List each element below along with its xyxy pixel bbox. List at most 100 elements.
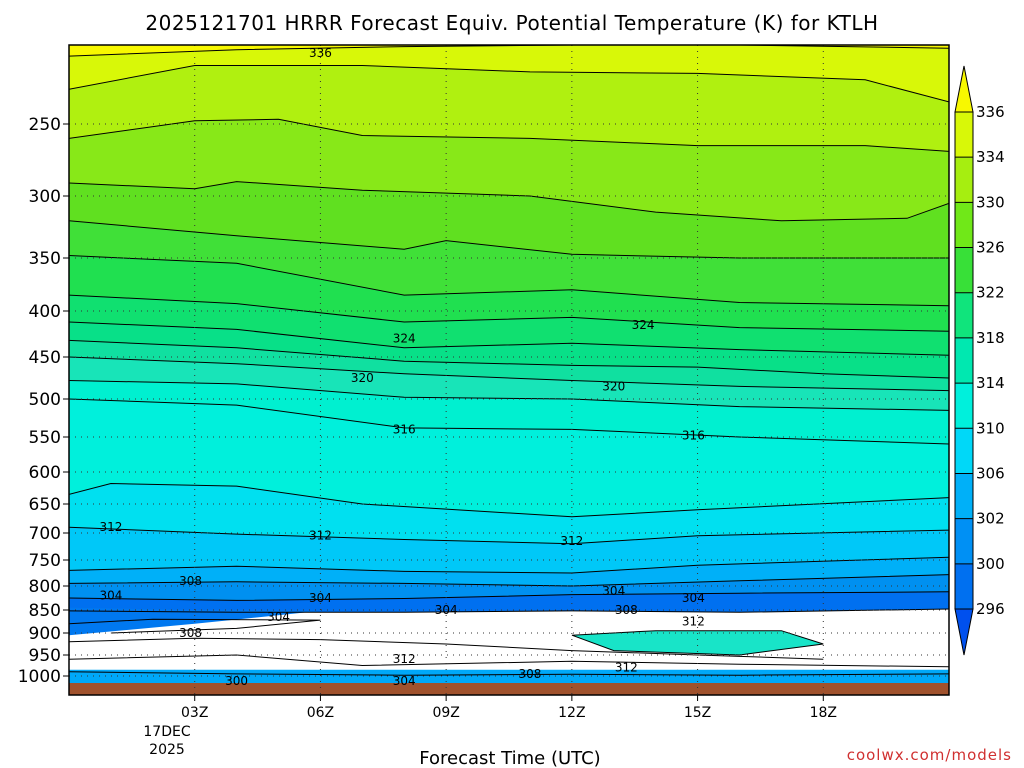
y-tick-label: 700 <box>29 524 61 544</box>
x-tick-label: 09Z <box>432 705 459 721</box>
y-tick-label: 300 <box>29 187 61 207</box>
contour-line <box>69 380 949 411</box>
ground <box>69 683 949 695</box>
contour-band-318 <box>69 340 949 391</box>
contour-label: 308 <box>179 574 202 588</box>
contour-line <box>69 398 949 445</box>
colorbar-swatch <box>955 428 973 474</box>
contour-band-312 <box>69 399 949 517</box>
contour-label: 312 <box>560 534 583 548</box>
contour-band-334 <box>69 45 949 102</box>
chart-title: 2025121701 HRRR Forecast Equiv. Potentia… <box>145 11 878 35</box>
colorbar-label: 314 <box>976 374 1005 392</box>
x-tick-label: 06Z <box>307 705 334 721</box>
contour-line <box>69 321 949 356</box>
colorbar-bottom-arrow <box>954 608 974 656</box>
colorbar-label: 318 <box>976 329 1005 347</box>
colorbar-label: 302 <box>976 510 1005 528</box>
contour-label: 300 <box>225 674 248 688</box>
contour-line <box>69 339 949 379</box>
colorbar-label: 330 <box>976 193 1005 211</box>
x-tick-label: 15Z <box>684 705 711 721</box>
y-tick-label: 650 <box>29 495 61 515</box>
x-axis-label: Forecast Time (UTC) <box>419 748 600 768</box>
contour-band-warm-pocket <box>571 630 824 655</box>
x-tick-label: 03Z <box>181 705 208 721</box>
contour-label: 316 <box>682 428 705 442</box>
contour-band-322 <box>69 295 949 356</box>
contour-label: 308 <box>179 626 202 640</box>
contour-label: 320 <box>602 379 625 393</box>
contour-label: 312 <box>309 529 332 543</box>
contour-label: 312 <box>99 520 122 534</box>
contour-band-302 <box>69 591 949 613</box>
contour-label: 312 <box>393 652 416 666</box>
contour-line <box>69 654 949 668</box>
contour-label: 336 <box>309 46 332 60</box>
colorbar-swatch <box>955 473 973 520</box>
colorbar-swatch <box>955 383 973 429</box>
contour-label: 324 <box>393 332 416 346</box>
contour-line <box>69 65 949 103</box>
contour-label: 304 <box>682 591 705 605</box>
contour-label: 312 <box>615 661 638 675</box>
contour-label: 304 <box>309 591 332 605</box>
colorbar-swatch <box>955 112 973 158</box>
contour-label: 308 <box>615 603 638 617</box>
y-tick-label: 450 <box>29 348 61 368</box>
contour-label: 304 <box>602 584 625 598</box>
colorbar-swatch <box>955 518 973 565</box>
contour-label: 304 <box>267 610 290 624</box>
plot-area: 336 324 324 320 320 316 316 312 312 312 312 312 312 3… <box>69 45 949 695</box>
colorbar-label: 326 <box>976 239 1005 257</box>
y-tick-label: 400 <box>29 302 61 322</box>
contour-fill-bands <box>69 45 949 695</box>
contour-label: 320 <box>351 371 374 385</box>
colorbar-label: 296 <box>976 600 1005 618</box>
contour-label: 316 <box>393 422 416 436</box>
colorbar-label: 336 <box>976 103 1005 121</box>
colorbar-top-arrow <box>954 65 974 113</box>
contour-label: 312 <box>682 615 705 629</box>
contour-band-324 <box>69 255 949 332</box>
colorbar-label: 306 <box>976 464 1005 482</box>
contour-line <box>69 181 949 222</box>
contour-label: 308 <box>518 667 541 681</box>
contour-line <box>69 118 949 152</box>
contour-band-316 <box>69 357 949 411</box>
y-tick-label: 1000 <box>18 667 61 687</box>
colorbar-swatch <box>955 157 973 203</box>
contour-line <box>69 556 949 574</box>
contour-label: 304 <box>435 603 458 617</box>
contour-label: 304 <box>393 674 416 688</box>
contour-label: 324 <box>632 318 655 332</box>
contour-line <box>69 482 949 518</box>
y-tick-label: 250 <box>29 115 61 135</box>
contour-band-328 <box>69 181 949 258</box>
contour-label: 304 <box>99 589 122 603</box>
y-tick-label: 850 <box>29 601 61 621</box>
y-axis: 250 300 350 400 450 500 550 600 650 700 750 800 850 9… <box>18 115 69 687</box>
contour-line <box>69 526 949 545</box>
date-label-year: 2025 <box>149 742 185 758</box>
contour-line <box>69 255 949 307</box>
colorbar-swatch <box>955 563 973 610</box>
contour-labels: 336 324 324 320 320 316 316 312 312 312 312 312 312 3… <box>99 46 705 688</box>
colorbar-swatch <box>955 292 973 339</box>
contour-band-308 <box>69 527 949 573</box>
y-tick-label: 800 <box>29 577 61 597</box>
colorbar-label: 334 <box>976 148 1005 166</box>
contour-band-314 <box>69 380 949 444</box>
contour-line <box>69 618 321 634</box>
contour-band-330 <box>69 119 949 221</box>
contour-band-310 <box>69 483 949 544</box>
contour-line <box>69 356 949 392</box>
contour-band-336 <box>69 45 949 57</box>
date-label-day: 17DEC <box>143 724 190 740</box>
contour-line <box>69 671 949 676</box>
contour-line <box>69 220 949 259</box>
contour-band-326 <box>69 220 949 306</box>
y-tick-label: 900 <box>29 624 61 644</box>
colorbar-label: 310 <box>976 419 1005 437</box>
contour-line <box>69 574 949 587</box>
